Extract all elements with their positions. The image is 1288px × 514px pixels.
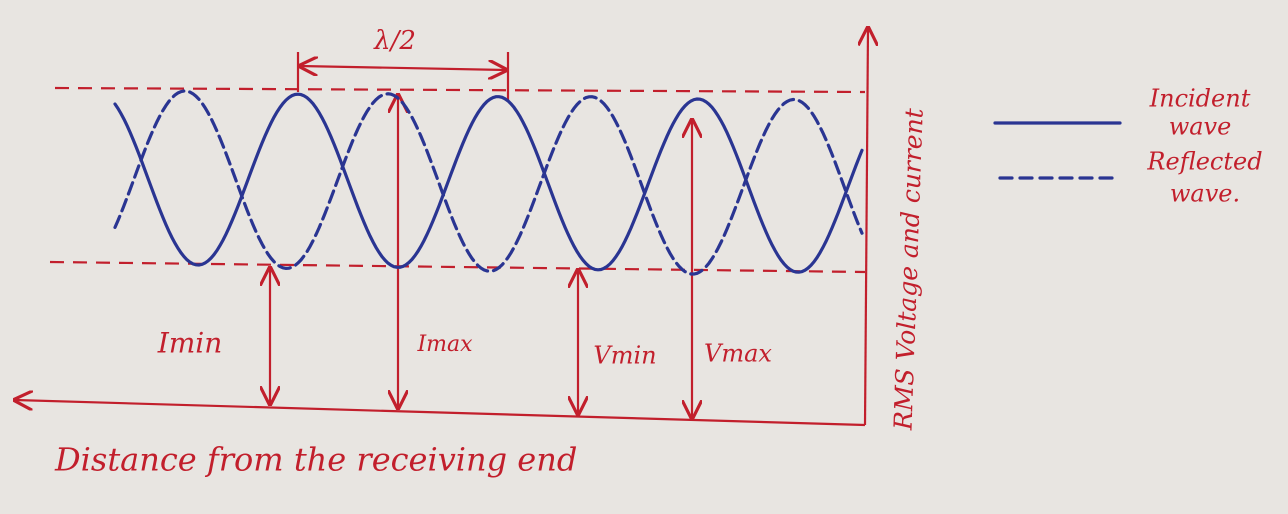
legend-label: Reflected bbox=[1146, 148, 1262, 176]
legend-label: Incident bbox=[1149, 85, 1251, 113]
diagram: λ/2 Imin Imax Vmin Vmax RMS Voltage and … bbox=[0, 0, 1288, 514]
marker-label: Imax bbox=[416, 332, 473, 357]
marker-label: Vmin bbox=[593, 342, 656, 370]
marker-label: Imin bbox=[157, 327, 223, 360]
legend-label: wave. bbox=[1170, 180, 1240, 208]
wavelength-label: λ/2 bbox=[373, 26, 416, 56]
paper bbox=[0, 0, 1288, 514]
x-axis-label: Distance from the receiving end bbox=[54, 441, 577, 479]
marker-label: Vmax bbox=[704, 340, 772, 368]
legend-label: wave bbox=[1169, 113, 1232, 141]
